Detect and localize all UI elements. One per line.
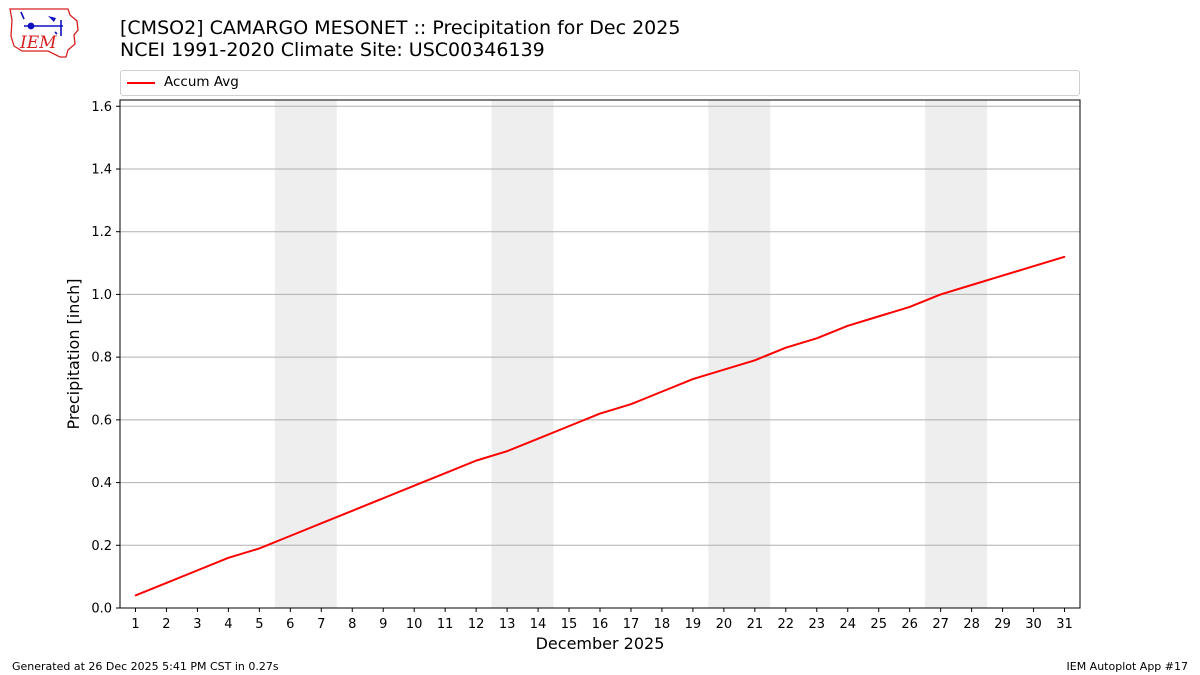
x-tick-label: 11	[437, 617, 454, 632]
x-tick-label: 1	[131, 617, 139, 632]
data-point	[815, 337, 818, 340]
x-tick-label: 16	[592, 617, 609, 632]
data-point	[939, 293, 942, 296]
x-tick-label: 24	[839, 617, 856, 632]
weekend-band-2	[491, 100, 554, 608]
y-tick-label: 1.4	[91, 162, 112, 177]
data-point	[970, 284, 973, 286]
data-point	[785, 346, 787, 349]
data-point	[289, 535, 292, 537]
data-point	[506, 450, 508, 453]
x-tick-label: 18	[654, 617, 671, 632]
x-tick-label: 9	[379, 617, 387, 632]
x-tick-label: 21	[747, 617, 764, 632]
data-point	[196, 569, 199, 572]
data-point	[630, 403, 632, 405]
y-tick-label: 0.0	[91, 602, 112, 617]
x-tick-label: 8	[348, 617, 356, 632]
weekend-band-4	[925, 100, 988, 608]
data-point	[846, 324, 849, 327]
legend: Accum Avg	[120, 70, 1080, 96]
data-point	[444, 472, 446, 474]
y-tick-label: 1.2	[91, 225, 112, 240]
legend-swatch-accum-avg	[127, 82, 155, 84]
data-point	[351, 509, 354, 512]
data-point	[1032, 265, 1035, 267]
plot-frame	[119, 99, 1081, 609]
x-tick-label: 4	[224, 617, 232, 632]
x-tick-label: 25	[870, 617, 887, 632]
data-point	[877, 315, 880, 318]
data-point	[258, 547, 261, 550]
x-tick-label: 12	[468, 617, 485, 632]
x-tick-label: 28	[963, 617, 980, 632]
y-axis-label: Precipitation [inch]	[64, 278, 83, 429]
x-tick-label: 17	[623, 617, 640, 632]
data-point	[475, 459, 477, 462]
weekend-band-3	[708, 100, 771, 608]
data-point	[134, 594, 137, 597]
y-tick-label: 1.0	[91, 288, 112, 303]
data-point	[599, 412, 601, 415]
x-tick-label: 22	[778, 617, 795, 632]
x-axis-label: December 2025	[536, 634, 665, 653]
y-tick-label: 0.6	[91, 413, 112, 428]
weather-station-icon	[20, 11, 63, 36]
y-tick-label: 0.2	[91, 539, 112, 554]
x-tick-label: 5	[255, 617, 263, 632]
y-tick-label: 0.8	[91, 351, 112, 366]
y-tick-label: 0.4	[91, 476, 112, 491]
x-tick-label: 23	[809, 617, 826, 632]
data-point	[661, 390, 663, 393]
iem-logo: IEM	[8, 6, 80, 60]
data-point	[754, 359, 756, 362]
x-tick-label: 30	[1025, 617, 1042, 632]
x-tick-label: 27	[932, 617, 949, 632]
generated-timestamp: Generated at 26 Dec 2025 5:41 PM CST in …	[12, 660, 279, 673]
data-point	[165, 582, 168, 584]
data-point	[413, 484, 415, 487]
data-point	[382, 497, 385, 500]
x-tick-label: 19	[685, 617, 702, 632]
x-tick-label: 14	[530, 617, 547, 632]
x-tick-label: 3	[193, 617, 201, 632]
x-tick-label: 20	[716, 617, 733, 632]
app-id-label: IEM Autoplot App #17	[1066, 660, 1189, 673]
x-tick-label: 29	[994, 617, 1011, 632]
x-tick-label: 7	[317, 617, 325, 632]
data-point	[692, 378, 694, 380]
logo-text: IEM	[19, 33, 57, 53]
x-tick-label: 26	[901, 617, 918, 632]
data-point	[320, 522, 323, 525]
data-point	[723, 368, 725, 371]
data-point	[1001, 274, 1004, 277]
chart-title: [CMSO2] CAMARGO MESONET :: Precipitation…	[120, 17, 681, 39]
data-point	[537, 437, 539, 440]
data-point	[227, 557, 230, 559]
x-tick-label: 2	[162, 617, 170, 632]
iowa-outline	[9, 8, 79, 58]
x-tick-label: 10	[406, 617, 423, 632]
legend-label-accum-avg: Accum Avg	[164, 74, 239, 90]
y-tick-label: 1.6	[91, 100, 112, 115]
x-tick-label: 13	[499, 617, 516, 632]
x-tick-label: 31	[1056, 617, 1073, 632]
data-point	[908, 306, 911, 308]
data-point	[1063, 255, 1066, 258]
data-point	[568, 425, 570, 427]
x-tick-label: 6	[286, 617, 294, 632]
x-tick-label: 15	[561, 617, 578, 632]
weekend-band-1	[274, 100, 337, 608]
chart-subtitle: NCEI 1991-2020 Climate Site: USC00346139	[120, 39, 545, 61]
